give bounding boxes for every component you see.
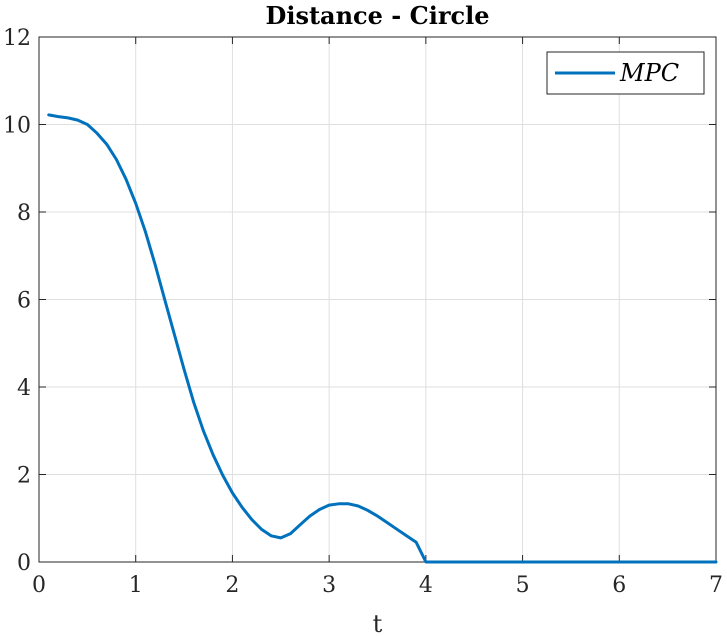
x-tick-label: 4: [419, 573, 433, 598]
x-tick-label: 0: [32, 573, 46, 598]
x-tick-label: 3: [322, 573, 336, 598]
y-tick-label: 6: [17, 289, 31, 314]
y-tick-label: 2: [17, 464, 31, 489]
chart-title: Distance - Circle: [266, 1, 490, 30]
y-tick-label: 10: [3, 114, 31, 139]
legend-label-mpc: MPC: [619, 59, 679, 87]
x-tick-label: 6: [612, 573, 626, 598]
series-line-mpc: [47, 113, 718, 564]
x-tick-label: 7: [709, 573, 723, 598]
legend: MPC: [546, 51, 705, 95]
x-tick-label: 1: [129, 573, 143, 598]
x-tick-label: 2: [225, 573, 239, 598]
y-tick-label: 12: [3, 26, 31, 51]
x-axis-label: t: [373, 610, 383, 636]
y-tick-label: 8: [17, 201, 31, 226]
y-tick-label: 4: [17, 376, 31, 401]
series-layer: [47, 113, 718, 564]
x-tick-label: 5: [516, 573, 530, 598]
y-tick-label: 0: [17, 551, 31, 576]
grid: [38, 36, 717, 563]
